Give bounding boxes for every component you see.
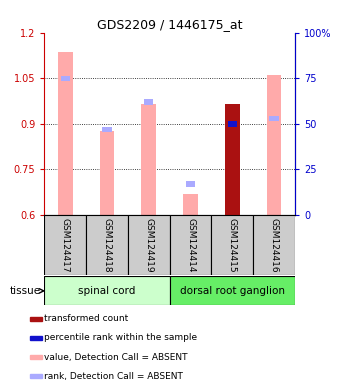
Bar [169,276,295,305]
Text: spinal cord: spinal cord [78,286,136,296]
Text: GSM124414: GSM124414 [186,218,195,273]
Text: GSM124415: GSM124415 [228,218,237,273]
Bar [58,52,73,215]
Bar [30,374,42,379]
Bar [225,104,240,215]
Bar [183,194,198,215]
Bar [102,127,112,132]
Text: tissue: tissue [10,286,41,296]
Bar [211,215,253,275]
Text: GSM124419: GSM124419 [144,218,153,273]
Bar [269,116,279,121]
Bar [61,76,70,81]
Text: transformed count: transformed count [44,314,128,323]
Bar [253,215,295,275]
Text: value, Detection Call = ABSENT: value, Detection Call = ABSENT [44,353,188,362]
Bar [144,99,153,105]
Text: GSM124417: GSM124417 [61,218,70,273]
Text: GSM124418: GSM124418 [103,218,112,273]
Bar [169,215,211,275]
Bar [44,215,86,275]
Bar [186,181,195,187]
Bar [267,75,281,215]
Text: dorsal root ganglion: dorsal root ganglion [180,286,285,296]
Bar [142,104,156,215]
Text: percentile rank within the sample: percentile rank within the sample [44,333,197,343]
Text: rank, Detection Call = ABSENT: rank, Detection Call = ABSENT [44,372,183,381]
Bar [128,215,169,275]
Title: GDS2209 / 1446175_at: GDS2209 / 1446175_at [97,18,242,31]
Text: GSM124416: GSM124416 [270,218,279,273]
Bar [100,131,114,215]
Bar [86,215,128,275]
Bar [30,316,42,321]
Bar [44,276,169,305]
Bar [228,121,237,127]
Bar [30,355,42,359]
Bar [30,336,42,340]
